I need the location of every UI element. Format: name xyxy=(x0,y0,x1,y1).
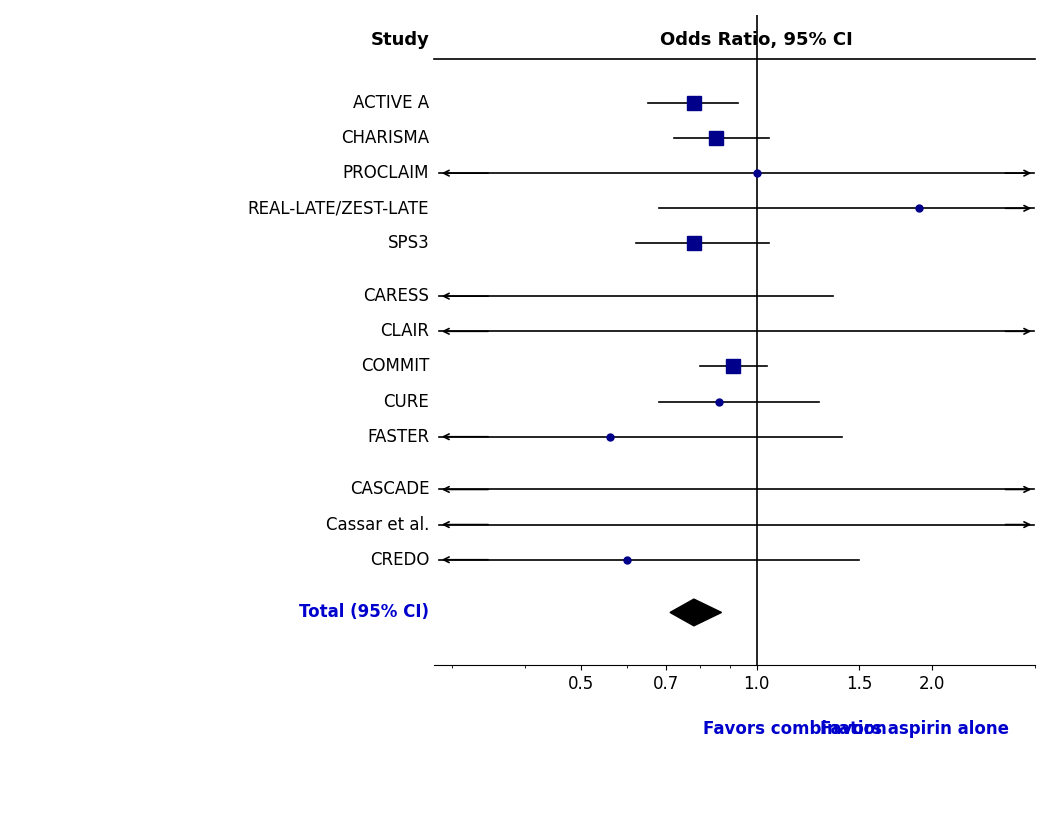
Text: CURE: CURE xyxy=(383,393,429,411)
Text: COMMIT: COMMIT xyxy=(361,358,429,376)
Text: Study: Study xyxy=(371,30,429,48)
Text: Total (95% CI): Total (95% CI) xyxy=(299,604,429,622)
Text: CHARISMA: CHARISMA xyxy=(341,129,429,147)
Polygon shape xyxy=(670,599,721,626)
Text: CREDO: CREDO xyxy=(370,551,429,569)
Text: Cassar et al.: Cassar et al. xyxy=(326,516,429,534)
Text: CASCADE: CASCADE xyxy=(350,480,429,498)
Text: REAL-LATE/ZEST-LATE: REAL-LATE/ZEST-LATE xyxy=(248,199,429,217)
Text: Odds Ratio, 95% CI: Odds Ratio, 95% CI xyxy=(660,30,854,48)
Text: Favors combination: Favors combination xyxy=(702,721,886,739)
Text: PROCLAIM: PROCLAIM xyxy=(342,164,429,182)
Text: ACTIVE A: ACTIVE A xyxy=(353,94,429,112)
Text: CLAIR: CLAIR xyxy=(380,322,429,341)
Text: FASTER: FASTER xyxy=(368,428,429,446)
Text: Favors aspirin alone: Favors aspirin alone xyxy=(820,721,1009,739)
Text: CARESS: CARESS xyxy=(363,287,429,306)
Text: SPS3: SPS3 xyxy=(387,234,429,252)
